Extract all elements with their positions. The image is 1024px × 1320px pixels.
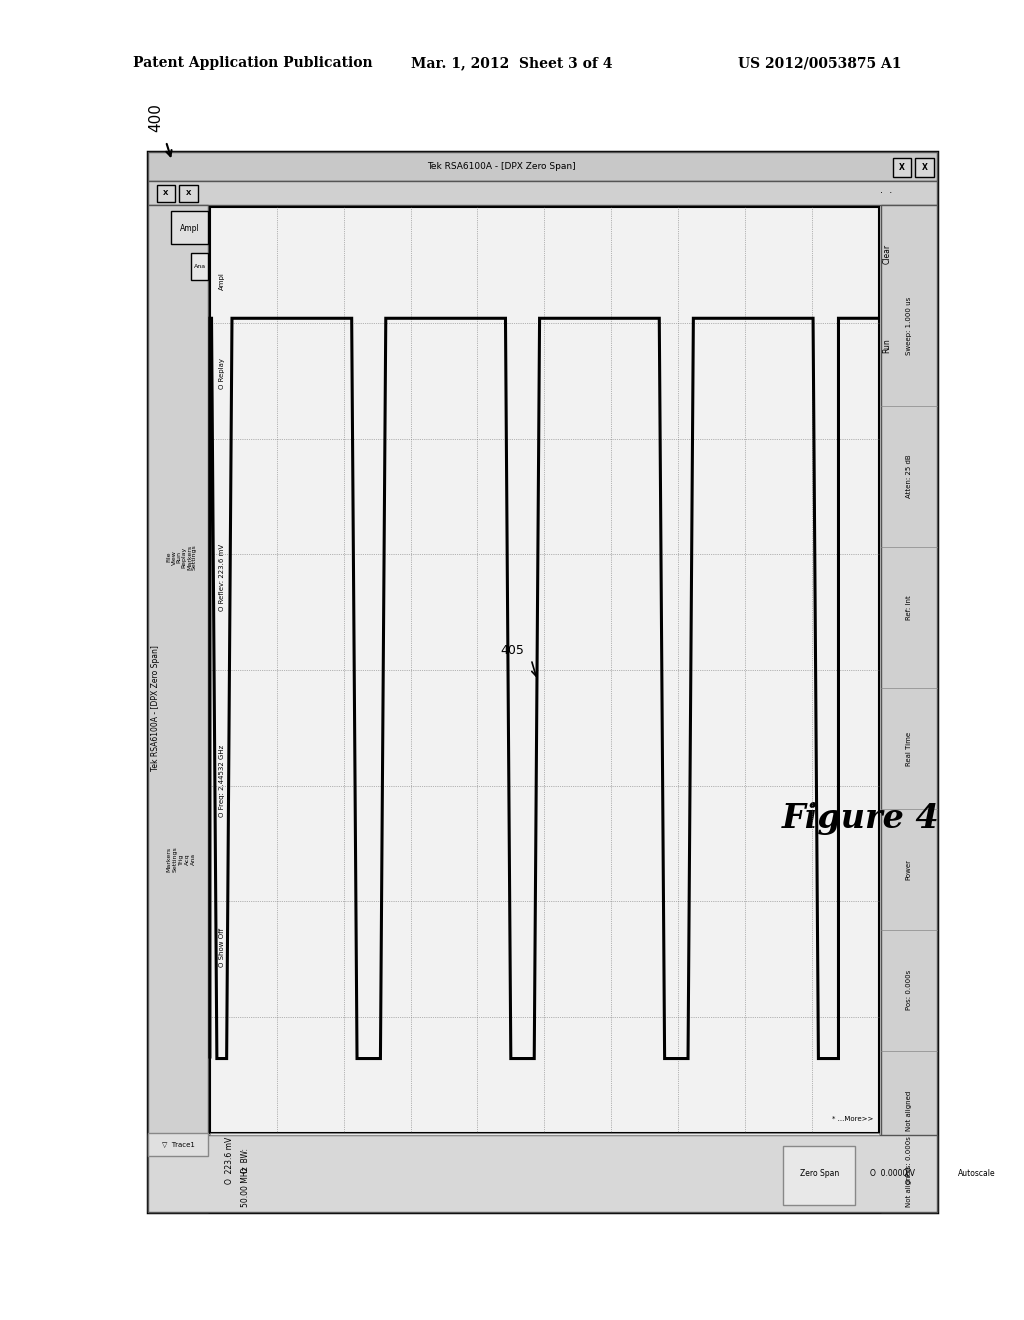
Text: O  BW:: O BW: [241,1148,250,1172]
Text: X: X [899,164,905,172]
Text: Replay: Replay [182,546,186,568]
Text: Clear: Clear [883,243,891,264]
Text: File: File [167,552,171,562]
Text: Tek RSA6100A - [DPX Zero Span]: Tek RSA6100A - [DPX Zero Span] [427,162,577,170]
FancyBboxPatch shape [148,1135,937,1212]
FancyBboxPatch shape [210,1133,879,1135]
Text: US 2012/0053875 A1: US 2012/0053875 A1 [737,57,901,70]
Text: Real Time: Real Time [906,731,911,766]
Text: ▽  Trace1: ▽ Trace1 [162,1142,195,1147]
FancyBboxPatch shape [157,185,175,202]
Text: X: X [163,190,169,197]
FancyBboxPatch shape [179,185,198,202]
Text: Ampl: Ampl [179,224,200,232]
Text: O Reflev: 223.6 mV: O Reflev: 223.6 mV [219,544,225,611]
Text: Mar. 1, 2012  Sheet 3 of 4: Mar. 1, 2012 Sheet 3 of 4 [412,57,612,70]
Text: 400: 400 [148,103,163,132]
FancyBboxPatch shape [148,1133,208,1156]
FancyBboxPatch shape [148,152,937,181]
Text: Figure 4: Figure 4 [781,801,939,836]
Text: Ana: Ana [191,853,196,866]
Text: X: X [185,190,191,197]
Text: Not aligned: Not aligned [906,1090,911,1131]
Text: Run: Run [177,552,181,564]
Text: View: View [172,549,176,565]
Text: * ...More>>: * ...More>> [833,1117,873,1122]
Text: Patent Application Publication: Patent Application Publication [133,57,373,70]
FancyBboxPatch shape [148,205,208,1212]
FancyBboxPatch shape [915,158,934,177]
Text: Markers: Markers [167,846,171,871]
Text: Acq: Acq [185,854,189,865]
Text: O  223.6 mV: O 223.6 mV [225,1137,234,1184]
Text: Autoscale: Autoscale [957,1170,995,1177]
FancyBboxPatch shape [881,205,937,1212]
Text: Pos: 0.000s: Pos: 0.000s [906,970,911,1010]
Text: O Replay: O Replay [219,358,225,389]
Text: Markers: Markers [187,545,191,570]
Text: Tek RSA6100A - [DPX Zero Span]: Tek RSA6100A - [DPX Zero Span] [152,645,160,771]
Text: 50.00 MHz: 50.00 MHz [241,1167,250,1206]
Text: Atten: 25 dB: Atten: 25 dB [906,454,911,499]
FancyBboxPatch shape [148,181,937,205]
Text: 405: 405 [500,644,524,657]
FancyBboxPatch shape [783,1146,855,1205]
Text: Power: Power [906,859,911,880]
FancyBboxPatch shape [191,253,208,280]
Text: Zero Span: Zero Span [800,1170,839,1177]
Text: O Show Off: O Show Off [219,928,225,968]
Text: Run: Run [883,339,891,354]
Text: Not aligned: Not aligned [906,1167,911,1206]
FancyBboxPatch shape [210,207,879,1133]
Text: Ana: Ana [194,264,206,269]
Text: ·  ·: · · [880,187,892,198]
FancyBboxPatch shape [893,158,911,177]
Text: O Freq: 2.44532 GHz: O Freq: 2.44532 GHz [219,744,225,817]
Text: Ampl: Ampl [219,272,225,290]
Text: O Pos: 0.000s: O Pos: 0.000s [906,1137,911,1184]
Text: X: X [922,164,928,172]
Text: O  0.0000 V: O 0.0000 V [870,1170,915,1177]
Text: Ref: Int: Ref: Int [906,595,911,620]
Text: Sweep: 1.000 us: Sweep: 1.000 us [906,296,911,355]
Text: Settings: Settings [193,544,197,570]
Text: Settings: Settings [173,846,177,873]
FancyBboxPatch shape [171,211,208,244]
Text: Trig: Trig [179,854,183,865]
FancyBboxPatch shape [148,152,937,1212]
